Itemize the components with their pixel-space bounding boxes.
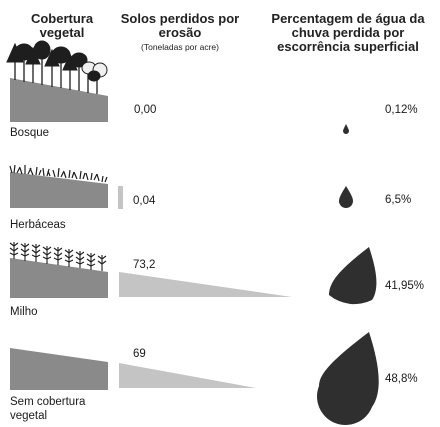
row-label-bare: Sem cobertura vegetal [10,396,86,422]
soil-bar-herbaceous [118,186,123,209]
forest-trees [6,40,108,94]
water-drop-forest [343,124,349,134]
water-value-forest: 0,12% [385,104,418,116]
grass-slope [10,172,108,208]
water-value-bare: 48,8% [385,373,418,385]
header-water: Percentagem de água da chuva perdida por… [262,12,434,54]
grass-blades [9,164,108,183]
corn-plants [9,242,107,271]
forest-slope [10,78,108,122]
soil-value-bare: 69 [133,348,146,360]
water-drop-corn [329,247,377,305]
soil-wedge-bare [119,363,256,388]
soil-wedge-corn [119,272,292,297]
row-label-corn: Milho [10,306,38,318]
water-value-herbaceous: 6,5% [385,194,412,206]
water-drop-bare [317,332,379,425]
header-soil-unit: (Toneladas por acre) [141,42,219,52]
soil-value-forest: 0,00 [134,104,157,116]
forest-illustration [6,40,108,122]
row-label-herbaceous: Herbáceas [10,219,66,231]
header-water-text: Percentagem de água da chuva perdida por… [271,11,425,54]
water-value-corn: 41,95% [385,280,425,292]
header-soil-text: Solos perdidos por erosão [120,11,240,40]
row-label-forest: Bosque [10,127,50,139]
grass-illustration [9,164,108,208]
bare-slope [10,348,108,390]
water-drop-herbaceous [339,186,353,208]
corn-slope [10,258,108,298]
header-cover-text: Cobertura vegetal [30,11,94,40]
header-soil: Solos perdidos por erosão (Toneladas por… [118,12,242,53]
header-cover: Cobertura vegetal [18,12,106,40]
soil-value-corn: 73,2 [133,259,156,271]
soil-value-herbaceous: 0,04 [133,195,156,207]
corn-illustration [9,242,108,298]
